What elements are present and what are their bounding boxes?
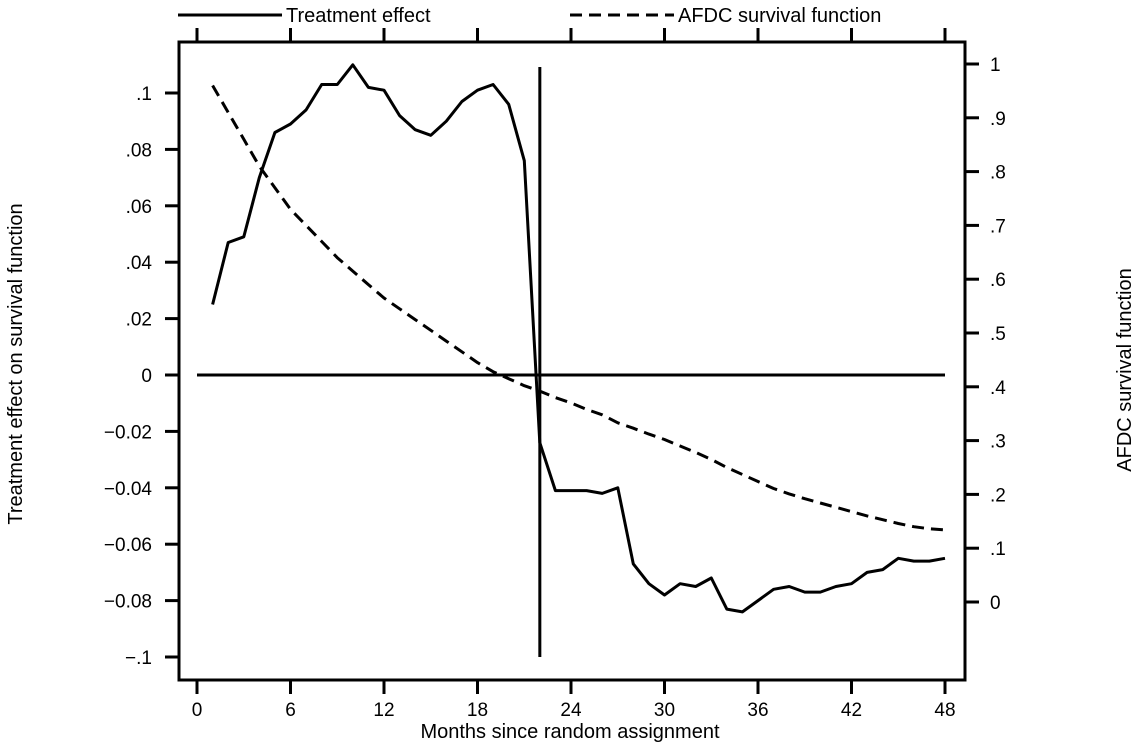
y-left-tick-label: −.1 xyxy=(125,648,152,669)
afdc-survival-line xyxy=(211,84,946,532)
y-left-tick-label: .06 xyxy=(126,197,152,218)
y-right-tick-label: .6 xyxy=(990,270,1006,291)
x-axis-top-ticks xyxy=(195,28,947,42)
y-left-tick-label: −0.08 xyxy=(104,592,152,613)
y-right-tick-label: .7 xyxy=(990,216,1006,237)
y-left-tick-label: .08 xyxy=(126,140,152,161)
y-left-tick-label: −0.06 xyxy=(104,535,152,556)
y-left-tick-label: 0 xyxy=(141,366,152,387)
legend: Treatment effect AFDC survival function xyxy=(178,5,881,27)
y-axis-left: .1 .08 .06 .04 .02 0 −0.02 −0.04 −0.06 −0.08 −.1 xyxy=(104,84,179,669)
x-tick-label: 0 xyxy=(192,700,203,721)
treatment-effect-line xyxy=(211,63,946,614)
x-tick-label: 36 xyxy=(747,700,768,721)
series xyxy=(211,63,946,614)
legend-label-treatment-effect: Treatment effect xyxy=(286,5,431,27)
y-left-tick-label: .1 xyxy=(136,84,152,105)
x-tick-label: 48 xyxy=(934,700,955,721)
y-left-tick-label: −0.02 xyxy=(104,422,152,443)
reference-lines xyxy=(197,67,945,657)
y-right-tick-label: .1 xyxy=(990,539,1006,560)
x-axis-title: Months since random assignment xyxy=(420,721,719,743)
y-left-tick-label: −0.04 xyxy=(104,479,153,500)
y-right-tick-label: .2 xyxy=(990,485,1006,506)
y-right-tick-label: .3 xyxy=(990,432,1006,453)
y-right-tick-label: .4 xyxy=(990,378,1006,399)
y-left-tick-label: .04 xyxy=(126,253,153,274)
x-tick-label: 6 xyxy=(285,700,296,721)
y-right-tick-label: .8 xyxy=(990,163,1006,184)
y-left-tick-label: .02 xyxy=(126,310,152,331)
y-right-tick-label: .9 xyxy=(990,109,1006,130)
y-axis-right: 1 .9 .8 .7 .6 .5 .4 .3 .2 .1 0 xyxy=(965,55,1006,614)
legend-label-afdc-survival: AFDC survival function xyxy=(678,5,881,27)
x-axis: 0 6 12 18 24 30 36 42 48 xyxy=(192,680,956,721)
y-right-tick-label: 1 xyxy=(990,55,1001,76)
x-tick-label: 24 xyxy=(560,700,582,721)
y-right-tick-label: .5 xyxy=(990,324,1006,345)
x-tick-label: 12 xyxy=(373,700,394,721)
x-tick-label: 18 xyxy=(467,700,488,721)
y-axis-right-title: AFDC survival function xyxy=(1114,268,1134,471)
x-tick-label: 42 xyxy=(841,700,862,721)
x-tick-label: 30 xyxy=(654,700,675,721)
y-right-tick-label: 0 xyxy=(990,593,1001,614)
y-axis-left-title: Treatment effect on survival function xyxy=(5,203,27,524)
